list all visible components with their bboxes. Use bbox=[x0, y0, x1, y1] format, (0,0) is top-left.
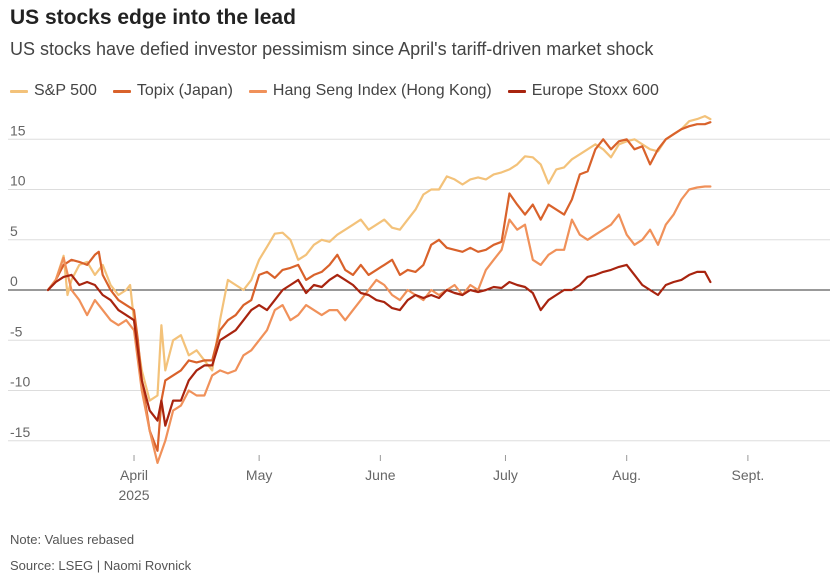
y-tick-label: 15 bbox=[10, 122, 26, 138]
legend-label: Topix (Japan) bbox=[136, 82, 233, 99]
legend: S&P 500 Topix (Japan) Hang Seng Index (Hon… bbox=[10, 82, 675, 100]
legend-label: S&P 500 bbox=[34, 82, 97, 99]
y-tick-label: 5 bbox=[10, 223, 18, 239]
x-tick-label: Sept. bbox=[732, 467, 765, 483]
y-tick-label: 10 bbox=[10, 173, 26, 189]
series-line-europe-stoxx-600 bbox=[46, 263, 712, 427]
legend-label: Europe Stoxx 600 bbox=[531, 82, 659, 99]
legend-swatch bbox=[10, 89, 28, 93]
chart-subtitle: US stocks have defied investor pessimism… bbox=[10, 39, 654, 59]
y-tick-label: -5 bbox=[10, 323, 23, 339]
series-line-s-p-500 bbox=[46, 115, 712, 402]
chart-title: US stocks edge into the lead bbox=[10, 6, 296, 29]
chart-note: Note: Values rebased bbox=[10, 532, 135, 547]
x-tick-label: June bbox=[365, 467, 396, 483]
legend-label: Hang Seng Index (Hong Kong) bbox=[272, 82, 492, 99]
legend-swatch bbox=[248, 89, 267, 93]
x-tick-label-year: 2025 bbox=[118, 487, 149, 503]
x-tick-label: May bbox=[246, 467, 272, 483]
legend-swatch bbox=[507, 89, 526, 93]
x-tick-label: July bbox=[493, 467, 518, 483]
series-line-hang-seng-index-hong-kong bbox=[46, 185, 712, 464]
line-chart: 15 10 5 0 -5 -10 -15 April 2025 May June July Aug. Se… bbox=[8, 115, 830, 503]
legend-item: Topix (Japan) bbox=[112, 82, 233, 100]
legend-item: Hang Seng Index (Hong Kong) bbox=[248, 82, 492, 100]
y-tick-label: -10 bbox=[10, 374, 30, 390]
y-tick-label: 0 bbox=[10, 273, 18, 289]
chart-source: Source: LSEG | Naomi Rovnick bbox=[10, 558, 192, 573]
y-tick-label: -15 bbox=[10, 424, 30, 440]
legend-swatch bbox=[112, 89, 131, 93]
x-tick-label: Aug. bbox=[612, 467, 641, 483]
legend-item: S&P 500 bbox=[10, 82, 97, 100]
x-tick-label: April bbox=[120, 467, 148, 483]
legend-item: Europe Stoxx 600 bbox=[507, 82, 659, 100]
